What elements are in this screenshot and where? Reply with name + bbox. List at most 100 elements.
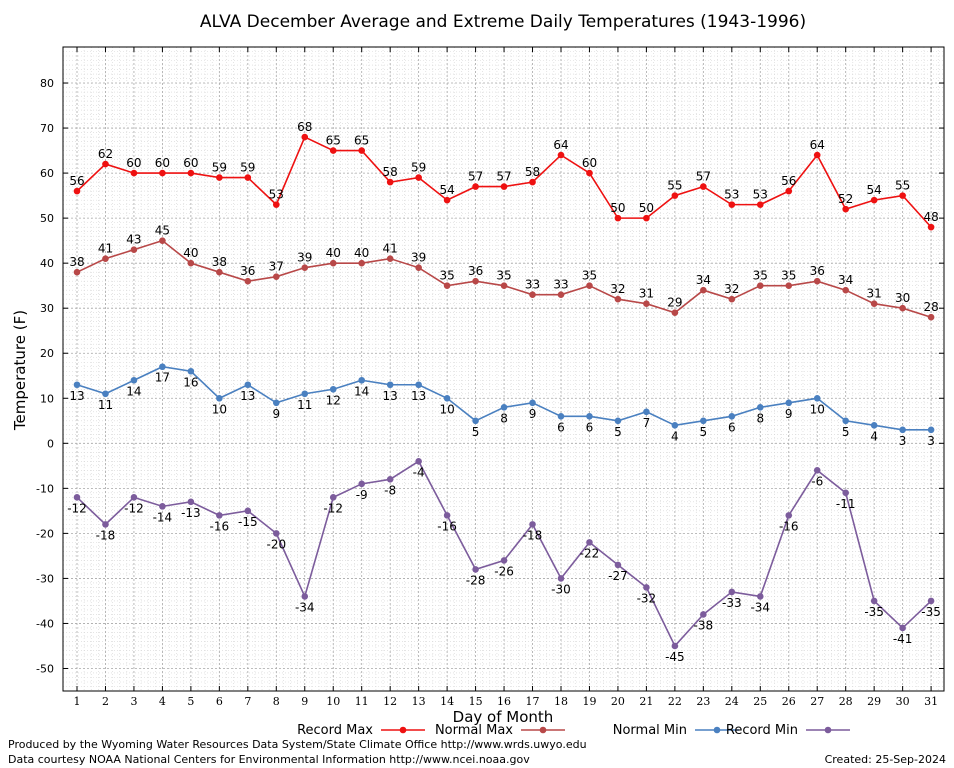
data-label: 3 (927, 434, 935, 448)
data-label: 7 (643, 416, 651, 430)
data-point (813, 277, 821, 285)
legend-marker (824, 726, 832, 734)
data-point (700, 611, 707, 618)
data-point (272, 201, 280, 208)
data-label: 34 (696, 273, 711, 287)
data-label: -15 (238, 515, 258, 529)
data-point (671, 309, 679, 317)
x-tick-label: 4 (159, 695, 166, 708)
x-tick-label: 30 (896, 695, 910, 708)
data-point (329, 259, 337, 267)
data-point (159, 503, 166, 510)
data-point (643, 214, 650, 222)
data-label: 37 (269, 260, 284, 274)
data-point (870, 196, 878, 204)
x-tick-label: 1 (74, 695, 81, 708)
x-tick-label: 9 (301, 695, 308, 708)
data-point (272, 530, 280, 537)
credit-wrds: Produced by the Wyoming Water Resources … (8, 738, 587, 751)
data-point (301, 133, 309, 141)
data-label: 13 (411, 389, 426, 403)
data-point (329, 494, 337, 501)
data-point (756, 201, 764, 208)
data-label: 5 (700, 425, 708, 439)
data-label: 33 (525, 278, 540, 292)
data-label: 59 (212, 161, 227, 175)
data-label: 32 (610, 282, 625, 296)
data-label: 52 (838, 192, 853, 206)
data-point (756, 593, 764, 600)
plot-area (63, 47, 944, 691)
chart-title: ALVA December Average and Extreme Daily … (200, 12, 806, 32)
series-record-max: 56 62 60 60 60 59 59 53 68 65 65 58 59 54 57 57 58 64 60 50… (69, 120, 939, 231)
data-label: 9 (529, 407, 537, 421)
data-point (756, 403, 764, 411)
data-label: 64 (810, 138, 825, 152)
data-label: -8 (384, 483, 396, 497)
data-point (358, 376, 366, 384)
legend: Record Max Normal Max Normal Min Record Min (297, 723, 850, 738)
data-label: 14 (126, 384, 141, 398)
data-point (73, 381, 81, 389)
data-label: 60 (582, 156, 597, 170)
data-point (159, 237, 166, 244)
data-label: 60 (155, 156, 170, 170)
data-label: -16 (779, 519, 799, 533)
data-point (586, 412, 593, 420)
x-tick-label: 10 (326, 695, 340, 708)
data-point (301, 390, 309, 398)
series-normal-max: 38 41 43 45 40 38 36 37 39 40 40 41 39 35 36 35 33 33 35 32… (69, 224, 939, 321)
x-tick-label: 31 (924, 695, 938, 708)
data-point (130, 246, 138, 253)
y-tick-label: 40 (40, 257, 54, 270)
data-point (244, 277, 252, 285)
data-label: 13 (383, 389, 398, 403)
data-point (586, 169, 593, 177)
x-tick-label: 27 (810, 695, 824, 708)
data-label: 3 (899, 434, 907, 448)
data-point (671, 421, 679, 429)
data-point (870, 300, 878, 307)
data-point (73, 494, 81, 501)
data-point (386, 255, 394, 262)
data-label: 13 (69, 389, 84, 403)
data-label: 50 (639, 201, 654, 215)
data-point (415, 264, 422, 271)
x-tick-label: 6 (216, 695, 223, 708)
y-tick-label: -10 (36, 482, 54, 495)
data-label: 4 (671, 429, 679, 443)
data-label: 56 (781, 174, 796, 188)
data-point (927, 426, 935, 434)
y-tick-label: 80 (40, 77, 54, 90)
x-tick-label: 13 (412, 695, 426, 708)
x-tick-label: 8 (273, 695, 280, 708)
data-label: 36 (810, 264, 825, 278)
data-point (557, 151, 565, 159)
x-tick-label: 24 (725, 695, 739, 708)
data-label: 4 (870, 429, 878, 443)
data-point (415, 381, 422, 389)
y-tick-label: -30 (36, 572, 54, 585)
data-point (329, 385, 337, 393)
y-axis-label: Temperature (F) (11, 310, 29, 431)
created-date: Created: 25-Sep-2024 (824, 753, 946, 766)
data-point (216, 394, 223, 402)
x-tick-label: 22 (668, 695, 682, 708)
data-label: 11 (297, 398, 312, 412)
x-tick-label: 26 (782, 695, 796, 708)
data-label: 5 (472, 425, 480, 439)
data-point (329, 147, 337, 154)
data-point (927, 313, 935, 321)
data-label: -41 (893, 632, 913, 646)
data-label: -30 (551, 582, 571, 596)
data-point (700, 286, 707, 294)
data-label: -45 (665, 650, 685, 664)
data-point (842, 489, 849, 497)
x-tick-label: 3 (130, 695, 137, 708)
data-point (614, 295, 622, 303)
data-point (728, 588, 736, 596)
data-label: 13 (240, 389, 255, 403)
data-label: -28 (466, 573, 486, 587)
data-label: 65 (326, 134, 341, 148)
